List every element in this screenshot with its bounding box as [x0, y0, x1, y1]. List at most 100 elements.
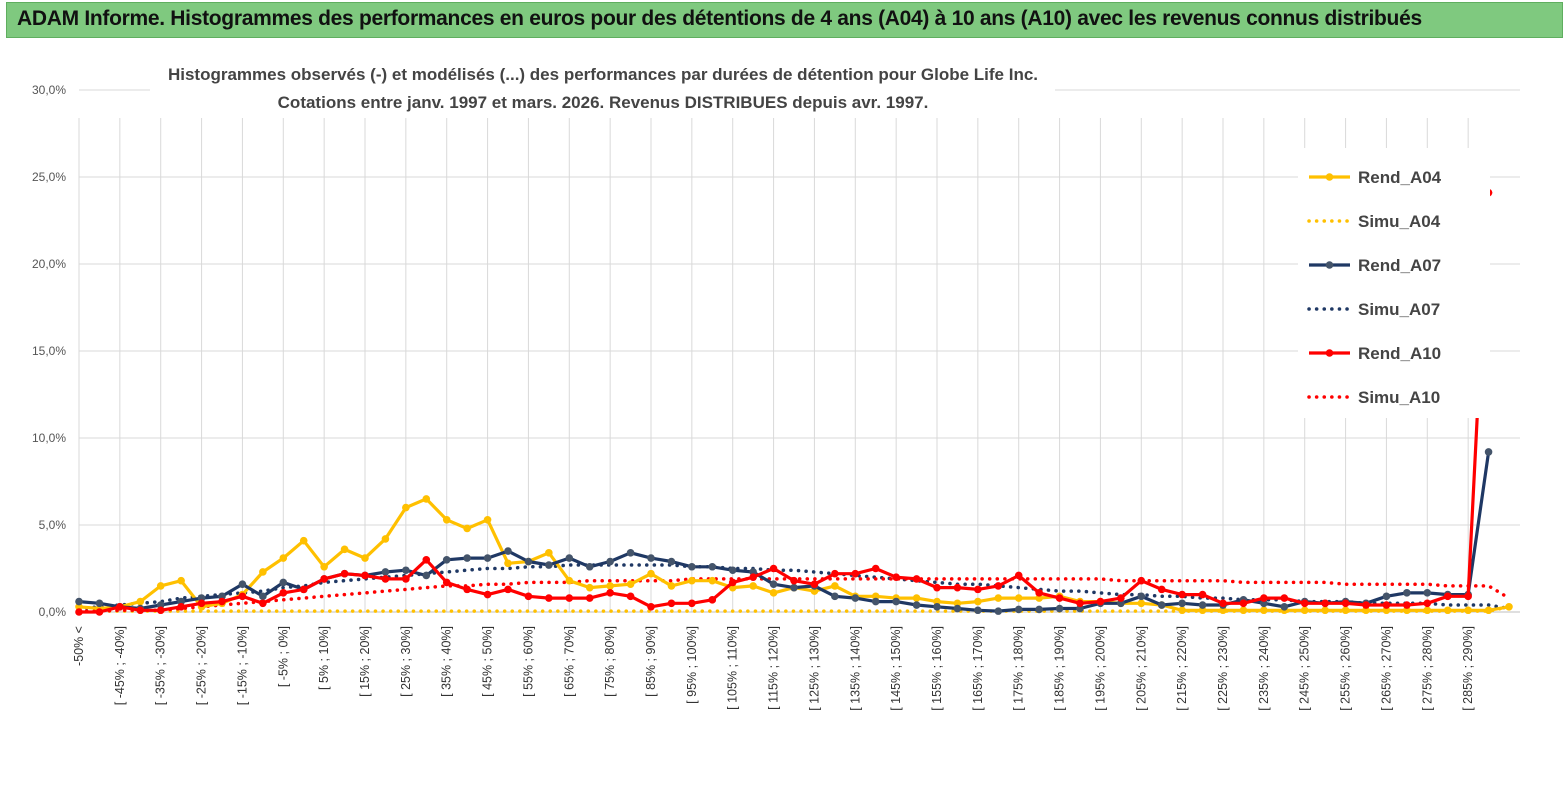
- subtitle-background: [150, 56, 1055, 116]
- data-point-Rend_A10: [790, 576, 798, 585]
- x-tick-label: [ 55% ; 60%]: [521, 626, 535, 697]
- x-tick-label: [ 155% ; 160%]: [930, 626, 944, 711]
- data-point-Rend_A10: [974, 585, 982, 594]
- legend-label: Simu_A04: [1358, 212, 1441, 231]
- data-point-Rend_A10: [1341, 599, 1350, 608]
- x-tick-label: [ 285% ; 290%]: [1461, 626, 1475, 711]
- data-point-Rend_A07: [626, 549, 635, 557]
- data-point-Rend_A04: [810, 587, 819, 595]
- data-point-Rend_A04: [1198, 606, 1207, 615]
- legend-background: [1298, 148, 1490, 418]
- legend-item-Rend_A04: Rend_A04: [1309, 168, 1442, 187]
- legend-item-Simu_A04: Simu_A04: [1307, 212, 1441, 231]
- data-point-Rend_A04: [1382, 606, 1391, 615]
- data-point-Rend_A04: [463, 524, 471, 533]
- chart-subtitle-line2: Cotations entre janv. 1997 et mars. 2026…: [278, 93, 929, 112]
- series-line-Rend_A10: [79, 192, 1491, 614]
- data-point-Rend_A07: [1117, 599, 1125, 608]
- data-point-Rend_A04: [831, 582, 839, 590]
- x-tick-label: [ 195% ; 200%]: [1093, 626, 1107, 711]
- data-point-Rend_A07: [504, 547, 512, 555]
- x-tick-label: [ 215% ; 220%]: [1175, 626, 1189, 711]
- data-point-Rend_A07: [545, 561, 553, 569]
- data-point-Rend_A04: [1300, 606, 1309, 615]
- data-point-Rend_A10: [769, 564, 778, 573]
- data-point-Rend_A10: [688, 599, 696, 608]
- data-point-Rend_A07: [1178, 599, 1186, 608]
- data-point-Rend_A10: [933, 583, 941, 592]
- data-point-Rend_A04: [156, 582, 165, 590]
- data-point-Rend_A04: [953, 599, 962, 608]
- data-point-Rend_A04: [1362, 606, 1370, 615]
- data-point-Rend_A10: [851, 569, 860, 578]
- data-point-Rend_A07: [1014, 605, 1023, 614]
- data-point-Rend_A10: [463, 585, 471, 594]
- data-point-Rend_A04: [974, 597, 982, 606]
- data-point-Rend_A07: [606, 557, 614, 566]
- data-point-Rend_A10: [197, 599, 206, 608]
- data-point-Rend_A04: [1464, 606, 1472, 615]
- report-title: ADAM Informe. Histogrammes des performan…: [17, 7, 1422, 30]
- chart-subtitle-line1: Histogrammes observés (-) et modélisés (…: [168, 65, 1038, 84]
- data-point-Rend_A07: [790, 583, 798, 592]
- data-point-Rend_A07: [1035, 605, 1043, 614]
- data-point-Rend_A07: [1280, 602, 1289, 611]
- data-point-Rend_A04: [320, 562, 328, 571]
- legend: Rend_A04 Simu_A04 Rend_A07 Simu_A07 Rend_A10…: [1307, 168, 1442, 407]
- data-point-Rend_A10: [1362, 601, 1370, 609]
- data-point-Rend_A04: [1137, 599, 1146, 608]
- data-point-Rend_A10: [1464, 592, 1472, 601]
- data-point-Rend_A10: [1035, 589, 1043, 597]
- x-tick-label: [ 15% ; 20%]: [358, 626, 372, 697]
- data-point-Rend_A07: [871, 597, 880, 606]
- data-point-Rend_A10: [871, 564, 880, 573]
- data-point-Rend_A07: [728, 566, 737, 575]
- data-point-Rend_A10: [1239, 599, 1248, 608]
- data-point-Rend_A07: [259, 592, 267, 601]
- legend-item-Simu_A10: Simu_A10: [1307, 388, 1440, 407]
- data-point-Rend_A04: [361, 554, 369, 562]
- data-point-Rend_A10: [259, 599, 267, 608]
- data-point-Rend_A10: [156, 606, 165, 615]
- legend-label: Rend_A04: [1358, 168, 1442, 187]
- x-tick-label: [ 245% ; 250%]: [1298, 626, 1312, 711]
- x-axis: -50% < [ -45% ; -40%] [ -35% ; -30%] [ -25%…: [72, 611, 1520, 711]
- data-point-Rend_A07: [95, 599, 104, 608]
- x-tick-label: [ -5% ; 0%]: [276, 626, 290, 687]
- x-tick-label: [ 185% ; 190%]: [1053, 626, 1067, 711]
- x-tick-label: [ 165% ; 170%]: [971, 626, 985, 711]
- data-point-Rend_A07: [1137, 592, 1146, 601]
- y-tick-label: 25,0%: [32, 170, 66, 184]
- data-point-Rend_A04: [912, 594, 921, 602]
- data-point-Rend_A10: [1076, 599, 1084, 608]
- data-point-Rend_A10: [810, 580, 819, 588]
- data-point-Rend_A10: [728, 578, 737, 587]
- data-point-Rend_A07: [647, 554, 655, 562]
- data-point-Rend_A10: [136, 606, 145, 615]
- data-point-Rend_A10: [647, 602, 655, 611]
- x-tick-label: [ 175% ; 180%]: [1012, 626, 1026, 711]
- report-banner: ADAM Informe. Histogrammes des performan…: [6, 2, 1563, 38]
- x-tick-label: [ 205% ; 210%]: [1134, 626, 1148, 711]
- data-point-Rend_A07: [994, 607, 1003, 615]
- data-point-Rend_A04: [177, 576, 185, 585]
- data-point-Rend_A07: [218, 592, 226, 601]
- data-point-Rend_A07: [422, 571, 431, 580]
- data-point-Rend_A10: [1117, 594, 1125, 602]
- legend-label: Simu_A10: [1358, 388, 1440, 407]
- data-point-Rend_A10: [238, 592, 247, 601]
- data-point-Rend_A04: [1035, 594, 1043, 602]
- data-point-Rend_A10: [749, 573, 757, 581]
- x-tick-label: [ 45% ; 50%]: [481, 626, 495, 697]
- x-tick-label: [ 135% ; 140%]: [848, 626, 862, 711]
- data-point-Rend_A04: [279, 554, 288, 562]
- data-point-Rend_A04: [1484, 606, 1493, 615]
- data-point-Rend_A10: [381, 575, 390, 583]
- data-point-Rend_A04: [1239, 606, 1248, 615]
- data-point-Rend_A07: [851, 594, 860, 602]
- data-point-Rend_A10: [1137, 576, 1146, 585]
- data-point-Rend_A10: [1096, 597, 1105, 606]
- data-point-Rend_A10: [422, 556, 431, 564]
- data-point-Rend_A10: [626, 592, 635, 601]
